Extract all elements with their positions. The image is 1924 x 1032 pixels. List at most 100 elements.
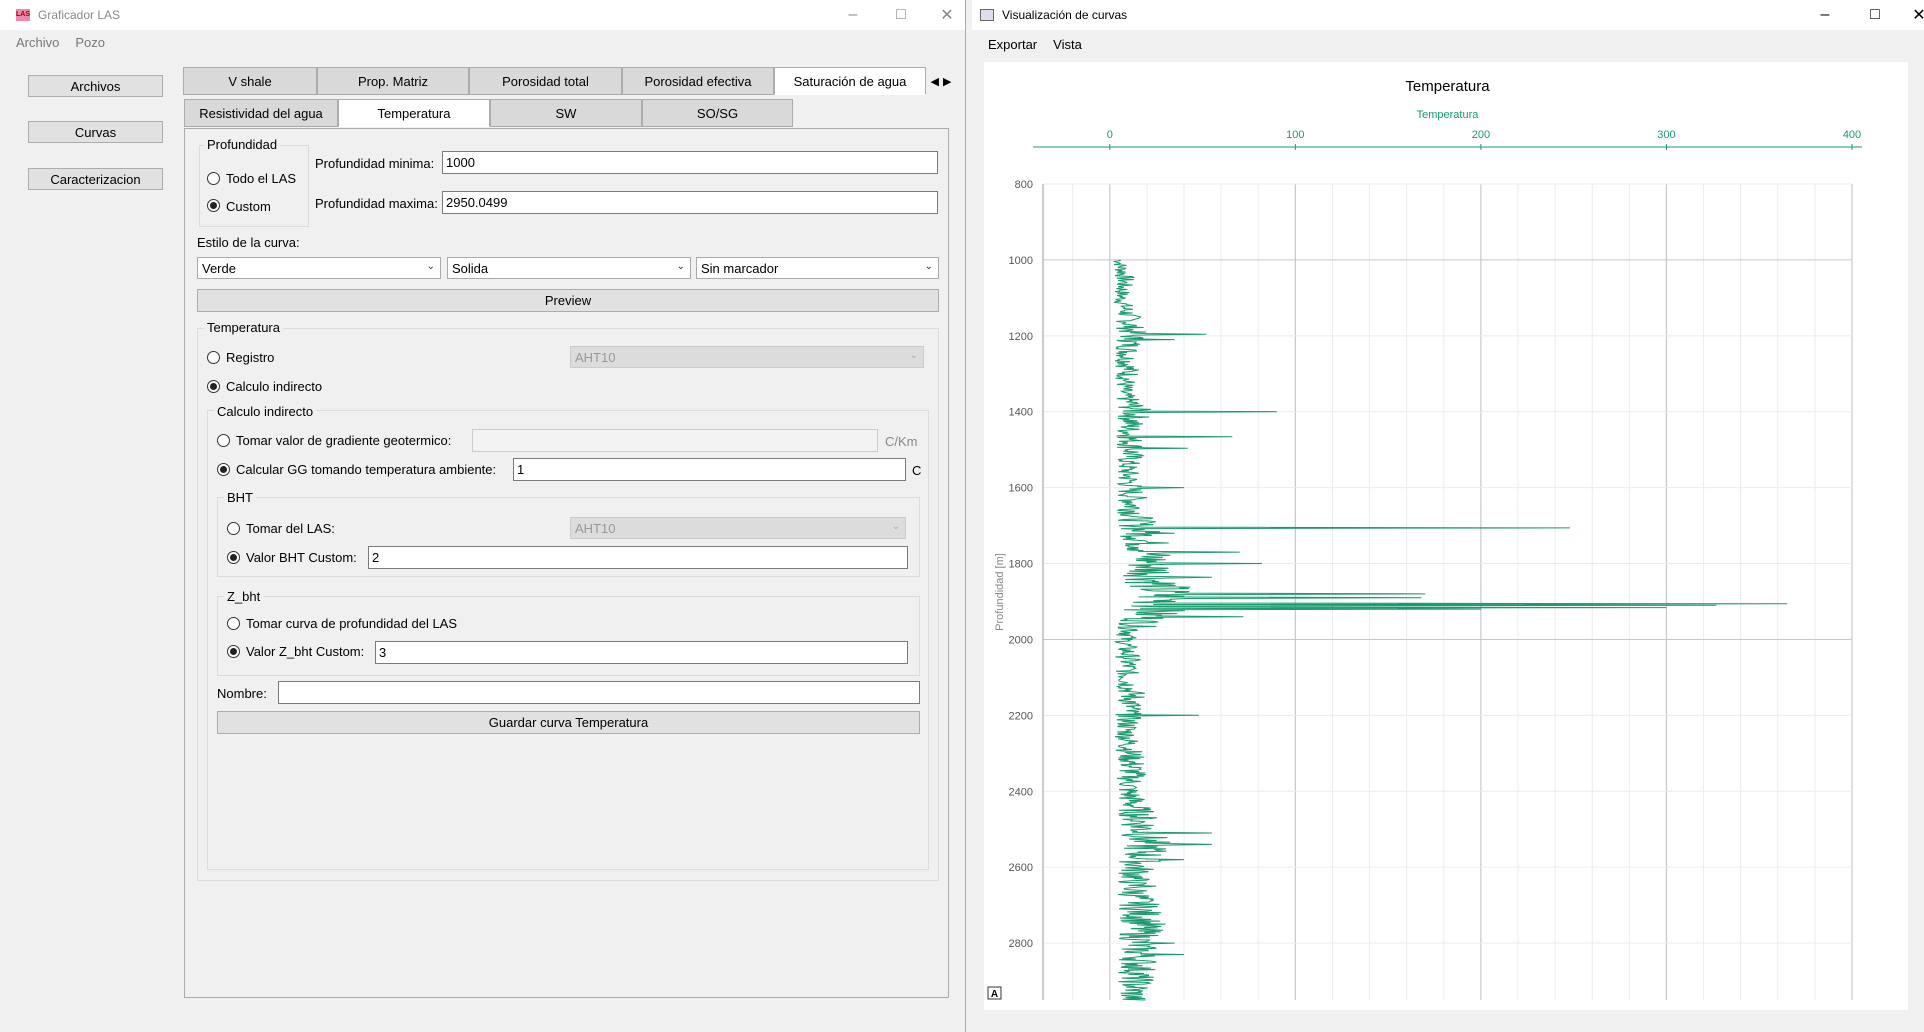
x-axis-label: Temperatura [1417, 109, 1480, 121]
x-tick-label: 100 [1286, 129, 1304, 141]
gradiente-radio[interactable] [217, 434, 230, 447]
plot-title-bar: Visualización de curvas – □ ✕ [972, 0, 1924, 30]
autoscale-icon-label: A [991, 989, 998, 1000]
chevron-down-icon: ⌄ [891, 521, 900, 532]
todo-el-las-radio[interactable] [207, 172, 220, 185]
curvas-button[interactable]: Curvas [28, 121, 163, 143]
tab-porosidad-total[interactable]: Porosidad total [469, 67, 622, 95]
tab-resistividad-del-agua[interactable]: Resistividad del agua [184, 99, 338, 127]
close-icon[interactable]: ✕ [940, 7, 954, 24]
registro-label: Registro [226, 350, 275, 365]
chart-title: Temperatura [1405, 78, 1490, 95]
calculo-indirecto-radio[interactable] [207, 380, 220, 393]
gradiente-input[interactable] [472, 429, 878, 452]
minimize-icon[interactable]: – [1820, 6, 1830, 23]
chevron-down-icon: ⌄ [676, 261, 685, 272]
bht-group [217, 497, 920, 577]
chevron-down-icon: ⌄ [909, 350, 918, 361]
profundidad-group [199, 145, 309, 227]
custom-radio[interactable] [207, 199, 220, 212]
tab-content-panel: Profundidad Todo el LAS Custom Profundid… [184, 128, 949, 998]
plot-area[interactable]: Temperatura Temperatura 0 100 200 300 400 800 10… [984, 62, 1908, 1010]
profundidad-maxima-input[interactable]: 2950.0499 [442, 191, 938, 214]
marker-select[interactable]: Sin marcador ⌄ [696, 257, 939, 279]
x-tick-label: 300 [1657, 129, 1675, 141]
menu-archivo[interactable]: Archivo [16, 34, 60, 50]
title-bar: LAS Graficador LAS – □ ✕ [0, 0, 965, 30]
profundidad-minima-label: Profundidad minima: [315, 156, 435, 171]
y-tick-label: 1600 [1009, 483, 1033, 495]
x-tick-label: 400 [1843, 129, 1861, 141]
temperature-chart[interactable]: Temperatura Temperatura 0 100 200 300 400 800 10… [984, 62, 1908, 1010]
bht-custom-input[interactable]: 2 [368, 546, 908, 569]
temperatura-group [197, 328, 939, 881]
caracterizacion-button[interactable]: Caracterizacion [28, 168, 163, 190]
zbht-custom-label: Valor Z_bht Custom: [246, 644, 365, 659]
minimize-icon[interactable]: – [848, 6, 858, 23]
vertical-scrollbar[interactable] [1910, 30, 1924, 1032]
temperatura-ambiente-input[interactable]: 1 [513, 458, 906, 481]
temperatura-group-title: Temperatura [204, 320, 283, 335]
tab-v-shale[interactable]: V shale [183, 67, 317, 95]
y-tick-label: 2000 [1009, 634, 1033, 646]
y-tick-label: 1400 [1009, 407, 1033, 419]
profundidad-maxima-label: Profundidad maxima: [315, 196, 438, 211]
guardar-curva-button[interactable]: Guardar curva Temperatura [217, 711, 920, 734]
line-style-select[interactable]: Solida ⌄ [447, 257, 691, 279]
menu-vista[interactable]: Vista [1053, 36, 1082, 52]
bht-custom-label: Valor BHT Custom: [246, 550, 357, 565]
bht-las-select-value: AHT10 [575, 521, 616, 536]
chevron-down-icon: ⌄ [426, 261, 435, 272]
bht-las-select[interactable]: AHT10 ⌄ [570, 517, 906, 539]
autoscale-icon [987, 986, 1002, 1000]
y-tick-label: 1000 [1009, 255, 1033, 267]
maximize-icon[interactable]: □ [1870, 6, 1880, 23]
tab-so-sg[interactable]: SO/SG [642, 99, 793, 127]
y-tick-label: 1200 [1009, 331, 1033, 343]
line-style-select-value: Solida [452, 261, 489, 276]
color-select-value: Verde [202, 261, 236, 276]
tab-prop-matriz[interactable]: Prop. Matriz [317, 67, 469, 95]
registro-select[interactable]: AHT10 ⌄ [570, 346, 924, 368]
zbht-las-radio[interactable] [227, 617, 240, 630]
archivos-button[interactable]: Archivos [28, 75, 163, 97]
arrow-left-icon[interactable]: ◀ [930, 75, 939, 88]
plot-window: Visualización de curvas – □ ✕ Exportar V… [972, 0, 1924, 1032]
menu-exportar[interactable]: Exportar [988, 36, 1038, 52]
y-tick-label: 2200 [1009, 710, 1033, 722]
plot-menu-bar: Exportar Vista [972, 30, 1924, 58]
gradiente-unit: C/Km [885, 434, 918, 449]
nombre-label: Nombre: [217, 686, 267, 701]
app-icon: LAS [16, 9, 30, 21]
tab-porosidad-efectiva[interactable]: Porosidad efectiva [622, 67, 774, 95]
calcular-gg-radio[interactable] [217, 463, 230, 476]
y-tick-label: 800 [1015, 179, 1033, 191]
color-select[interactable]: Verde ⌄ [197, 257, 441, 279]
profundidad-group-title: Profundidad [204, 137, 281, 152]
close-icon[interactable]: ✕ [1912, 7, 1924, 24]
zbht-custom-input[interactable]: 3 [375, 641, 908, 664]
window-title: Graficador LAS [38, 8, 121, 22]
maximize-icon[interactable]: □ [896, 6, 906, 23]
tab-sw[interactable]: SW [490, 99, 642, 127]
zbht-custom-radio[interactable] [227, 645, 240, 658]
horizontal-scrollbar[interactable] [984, 1018, 1908, 1032]
profundidad-minima-input[interactable]: 1000 [442, 151, 938, 174]
tab-scroll-arrows[interactable]: ◀ ▶ [926, 67, 956, 95]
chevron-down-icon: ⌄ [924, 261, 933, 272]
calculo-indirecto-label: Calculo indirecto [226, 379, 323, 394]
registro-radio[interactable] [207, 351, 220, 364]
tab-temperatura[interactable]: Temperatura [338, 99, 490, 127]
preview-button[interactable]: Preview [197, 289, 939, 312]
bht-las-radio[interactable] [227, 522, 240, 535]
temperatura-ambiente-unit: C [912, 463, 922, 478]
bht-custom-radio[interactable] [227, 551, 240, 564]
tab-saturacion-de-agua[interactable]: Saturación de agua [774, 67, 926, 95]
arrow-right-icon[interactable]: ▶ [943, 75, 952, 88]
zbht-group [217, 596, 920, 676]
nombre-input[interactable] [278, 681, 920, 704]
calculo-indirecto-group [207, 410, 929, 870]
zbht-las-label: Tomar curva de profundidad del LAS [246, 616, 458, 631]
menu-pozo[interactable]: Pozo [75, 34, 105, 50]
marker-select-value: Sin marcador [701, 261, 779, 276]
